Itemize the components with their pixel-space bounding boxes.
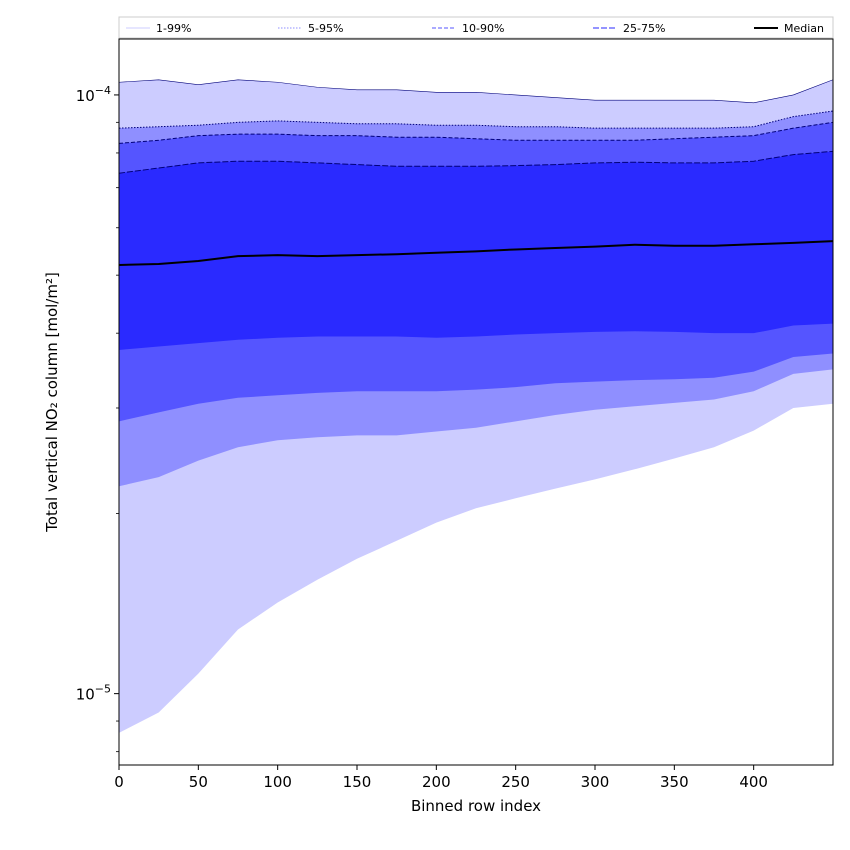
legend-label-5-95%: 5-95% [308, 22, 343, 35]
plot-area-frame [118, 38, 834, 766]
x-tick-label: 250 [501, 773, 530, 791]
band-upper-edge-1-99% [118, 79, 834, 104]
legend-label-Median: Median [784, 22, 824, 35]
band-upper-edge-10-90% [118, 121, 834, 144]
y-axis-label: Total vertical NO₂ column [mol/m²] [43, 272, 61, 533]
x-tick-label: 200 [422, 773, 451, 791]
legend-label-25-75%: 25-75% [623, 22, 665, 35]
band-upper-edge-25-75% [118, 150, 834, 174]
legend-label-10-90%: 10-90% [462, 22, 504, 35]
x-axis-label: Binned row index [411, 797, 541, 815]
legend-frame [118, 16, 834, 39]
y-tick-label: 10−5 [76, 683, 111, 704]
x-tick-label: 100 [263, 773, 292, 791]
legend-label-1-99%: 1-99% [156, 22, 191, 35]
x-tick-label: 0 [114, 773, 124, 791]
x-tick-label: 400 [739, 773, 768, 791]
band-upper-edge-5-95% [118, 110, 834, 129]
median-layer [118, 240, 834, 266]
x-axis: 0 50 100 150 200 250 300 350 400 [114, 765, 768, 791]
x-tick-label: 350 [660, 773, 689, 791]
percentile-bands [118, 79, 834, 733]
x-tick-label: 150 [343, 773, 372, 791]
x-tick-label: 50 [189, 773, 208, 791]
y-tick-label: 10−4 [76, 84, 111, 105]
x-tick-label: 300 [581, 773, 610, 791]
median-line [118, 240, 834, 266]
y-axis: 10−5 10−4 [76, 84, 119, 753]
legend: 1-99% 5-95% 10-90% 25-75% Median [118, 16, 834, 39]
